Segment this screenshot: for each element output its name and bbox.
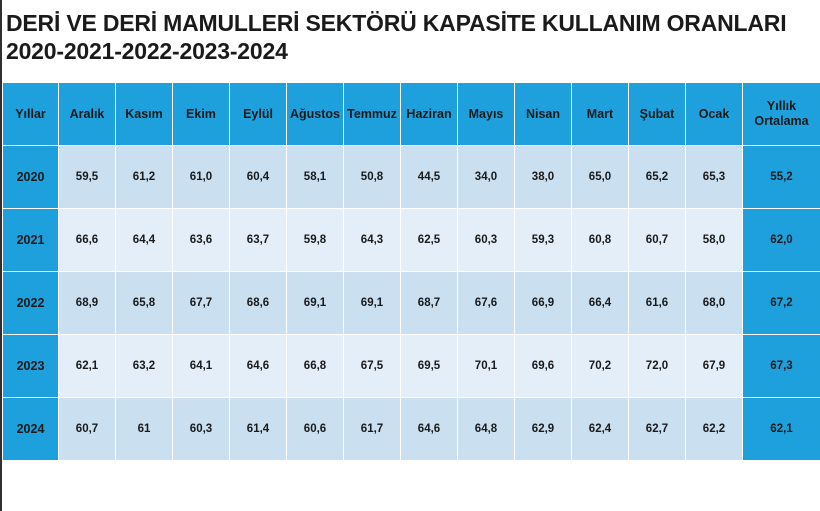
value-cell: 62,7 [628, 397, 686, 461]
value-cell: 61,0 [172, 145, 230, 209]
page-title: DERİ VE DERİ MAMULLERİ SEKTÖRÜ KAPASİTE … [6, 9, 787, 65]
value-cell: 60,3 [457, 208, 515, 272]
value-cell: 62,9 [514, 397, 572, 461]
value-cell: 64,8 [457, 397, 515, 461]
yearly-average-cell: 62,0 [742, 208, 820, 272]
value-cell: 64,6 [229, 334, 287, 398]
value-cell: 67,9 [685, 334, 743, 398]
column-header: Haziran [400, 82, 458, 146]
value-cell: 61,6 [628, 271, 686, 335]
year-cell: 2021 [2, 208, 59, 272]
value-cell: 69,6 [514, 334, 572, 398]
value-cell: 62,5 [400, 208, 458, 272]
value-cell: 70,1 [457, 334, 515, 398]
value-cell: 60,6 [286, 397, 344, 461]
value-cell: 69,1 [343, 271, 401, 335]
value-cell: 62,2 [685, 397, 743, 461]
value-cell: 61,7 [343, 397, 401, 461]
value-cell: 66,4 [571, 271, 629, 335]
value-cell: 60,8 [571, 208, 629, 272]
column-header: Ekim [172, 82, 230, 146]
value-cell: 67,5 [343, 334, 401, 398]
value-cell: 70,2 [571, 334, 629, 398]
table-row: 2020 59,5 61,2 61,0 60,4 58,1 50,8 44,5 34,0 38,0… [2, 145, 820, 209]
value-cell: 61,2 [115, 145, 173, 209]
value-cell: 58,1 [286, 145, 344, 209]
value-cell: 72,0 [628, 334, 686, 398]
value-cell: 62,4 [571, 397, 629, 461]
value-cell: 69,5 [400, 334, 458, 398]
value-cell: 64,3 [343, 208, 401, 272]
column-header: Ağustos [286, 82, 344, 146]
value-cell: 58,0 [685, 208, 743, 272]
value-cell: 59,5 [58, 145, 116, 209]
value-cell: 44,5 [400, 145, 458, 209]
column-header: Yıllar [2, 82, 59, 146]
column-header: Aralık [58, 82, 116, 146]
year-cell: 2022 [2, 271, 59, 335]
capacity-table: Yıllar Aralık Kasım Ekim Eylül Ağustos Temmuz H… [2, 82, 820, 461]
value-cell: 59,8 [286, 208, 344, 272]
column-header: Temmuz [343, 82, 401, 146]
table-header-row: Yıllar Aralık Kasım Ekim Eylül Ağustos Temmuz H… [2, 82, 820, 146]
value-cell: 65,2 [628, 145, 686, 209]
value-cell: 68,7 [400, 271, 458, 335]
value-cell: 68,0 [685, 271, 743, 335]
year-cell: 2020 [2, 145, 59, 209]
column-header: Mayıs [457, 82, 515, 146]
column-header: Şubat [628, 82, 686, 146]
column-header: Kasım [115, 82, 173, 146]
value-cell: 68,6 [229, 271, 287, 335]
value-cell: 67,7 [172, 271, 230, 335]
value-cell: 67,6 [457, 271, 515, 335]
value-cell: 61 [115, 397, 173, 461]
left-border [0, 0, 2, 511]
year-cell: 2024 [2, 397, 59, 461]
yearly-average-cell: 67,2 [742, 271, 820, 335]
column-header-yearly-average: Yıllık Ortalama [742, 82, 820, 146]
value-cell: 69,1 [286, 271, 344, 335]
value-cell: 65,8 [115, 271, 173, 335]
value-cell: 63,7 [229, 208, 287, 272]
column-header: Mart [571, 82, 629, 146]
value-cell: 50,8 [343, 145, 401, 209]
value-cell: 63,2 [115, 334, 173, 398]
yearly-average-cell: 62,1 [742, 397, 820, 461]
value-cell: 63,6 [172, 208, 230, 272]
column-header: Nisan [514, 82, 572, 146]
value-cell: 34,0 [457, 145, 515, 209]
table-row: 2024 60,7 61 60,3 61,4 60,6 61,7 64,6 64,8 62,9 62… [2, 397, 820, 461]
value-cell: 64,1 [172, 334, 230, 398]
value-cell: 66,9 [514, 271, 572, 335]
value-cell: 38,0 [514, 145, 572, 209]
yearly-average-cell: 67,3 [742, 334, 820, 398]
yearly-average-cell: 55,2 [742, 145, 820, 209]
value-cell: 60,3 [172, 397, 230, 461]
table-row: 2021 66,6 64,4 63,6 63,7 59,8 64,3 62,5 60,3 59,3… [2, 208, 820, 272]
column-header: Ocak [685, 82, 743, 146]
value-cell: 65,0 [571, 145, 629, 209]
table-row: 2023 62,1 63,2 64,1 64,6 66,8 67,5 69,5 70,1 69,6… [2, 334, 820, 398]
value-cell: 62,1 [58, 334, 116, 398]
title-line-2: 2020-2021-2022-2023-2024 [6, 38, 288, 64]
value-cell: 66,8 [286, 334, 344, 398]
table-row: 2022 68,9 65,8 67,7 68,6 69,1 69,1 68,7 67,6 66,9… [2, 271, 820, 335]
value-cell: 60,7 [58, 397, 116, 461]
value-cell: 66,6 [58, 208, 116, 272]
value-cell: 68,9 [58, 271, 116, 335]
value-cell: 60,7 [628, 208, 686, 272]
value-cell: 60,4 [229, 145, 287, 209]
column-header: Eylül [229, 82, 287, 146]
value-cell: 65,3 [685, 145, 743, 209]
value-cell: 59,3 [514, 208, 572, 272]
value-cell: 64,4 [115, 208, 173, 272]
value-cell: 64,6 [400, 397, 458, 461]
year-cell: 2023 [2, 334, 59, 398]
title-line-1: DERİ VE DERİ MAMULLERİ SEKTÖRÜ KAPASİTE … [6, 10, 787, 36]
value-cell: 61,4 [229, 397, 287, 461]
